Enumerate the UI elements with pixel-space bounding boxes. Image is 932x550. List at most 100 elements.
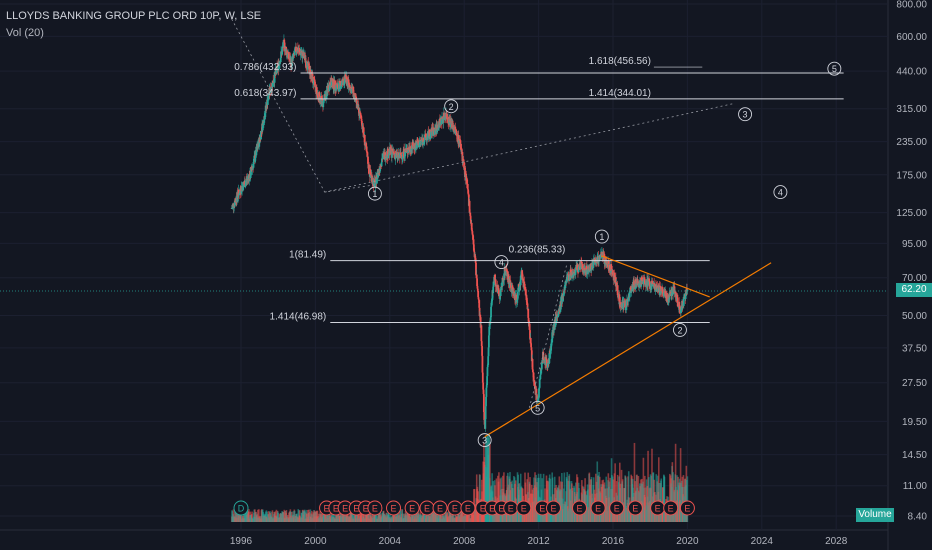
candle-body: [409, 146, 412, 152]
candle-body: [354, 95, 357, 97]
level-label: 1.618(456.56): [589, 56, 651, 67]
candle-body: [568, 280, 571, 281]
candle-body: [567, 274, 570, 276]
candle-body: [628, 292, 631, 298]
volume-bar: [251, 511, 253, 522]
candle-body: [588, 269, 590, 273]
candle-body: [362, 127, 365, 135]
candle-body: [616, 285, 619, 296]
volume-bar: [495, 478, 498, 522]
candle-body: [305, 61, 307, 67]
candle-body: [484, 406, 487, 420]
candle-body: [338, 82, 340, 92]
candle-body: [596, 262, 598, 263]
candle-body: [477, 290, 480, 298]
candle-body: [572, 274, 575, 276]
candle-body: [599, 255, 602, 259]
volume-indicator-label[interactable]: Vol (20): [6, 27, 44, 39]
candle-body: [486, 376, 488, 386]
candle-body: [470, 219, 472, 224]
candle-body: [232, 207, 235, 209]
candle-body: [497, 289, 500, 297]
candle-body: [487, 356, 490, 366]
candle-body: [266, 100, 269, 105]
candle-body: [490, 301, 493, 303]
volume-bar: [498, 472, 500, 522]
candle-body: [572, 273, 574, 278]
candle-body: [563, 291, 565, 295]
candle-body: [510, 289, 513, 292]
event-marker-circle: [590, 500, 606, 516]
candle-body: [437, 127, 440, 129]
candle-body: [334, 80, 336, 89]
wave-label-circle: [530, 400, 545, 415]
candle-body: [493, 281, 496, 283]
candle-body: [298, 48, 301, 50]
candle-body: [491, 299, 493, 302]
candle-body: [365, 143, 368, 147]
candle-body: [471, 229, 473, 232]
candle-body: [519, 275, 522, 286]
y-tick-label: 440.00: [896, 67, 927, 78]
candle-body: [494, 274, 496, 281]
candle-body: [545, 358, 548, 360]
event-marker-letter: E: [684, 504, 690, 514]
candle-body: [521, 277, 524, 279]
candle-body: [518, 287, 521, 291]
candle-body: [523, 281, 526, 287]
candle-body: [436, 129, 439, 131]
candle-body: [244, 185, 247, 188]
candle-body: [406, 152, 409, 154]
candle-body: [426, 135, 429, 141]
volume-bar: [468, 510, 471, 522]
candle-body: [304, 55, 307, 63]
wave-label: 5: [832, 64, 837, 74]
y-tick-label: 50.00: [902, 311, 927, 322]
candle-body: [476, 278, 478, 287]
event-marker-letter: E: [595, 504, 601, 514]
candle-body: [678, 306, 681, 310]
candle-body: [313, 78, 316, 80]
candle-body: [231, 205, 234, 209]
x-tick-label: 2000: [304, 536, 327, 547]
candle-body: [240, 193, 242, 194]
symbol-title[interactable]: LLOYDS BANKING GROUP PLC ORD 10P, W, LSE: [6, 10, 262, 22]
candle-body: [455, 131, 458, 134]
candle-body: [553, 324, 556, 331]
candle-body: [643, 277, 646, 279]
event-marker-circle: [386, 500, 402, 516]
candle-body: [667, 298, 670, 303]
candle-body: [448, 116, 451, 120]
candle-body: [326, 86, 329, 89]
candle-body: [535, 388, 538, 399]
candle-body: [523, 286, 526, 288]
candle-body: [648, 280, 651, 282]
level-label: 0.618(343.97): [234, 88, 296, 99]
candle-body: [339, 81, 341, 84]
candle-body: [300, 53, 302, 55]
candle-body: [328, 89, 331, 91]
volume-bar: [240, 510, 243, 522]
event-marker-circle: [516, 500, 532, 516]
candle-body: [589, 264, 592, 266]
candle-body: [635, 283, 638, 286]
candle-body: [469, 216, 472, 220]
candle-body: [629, 287, 632, 291]
candle-body: [542, 351, 545, 361]
candle-body: [620, 307, 623, 309]
candle-body: [273, 72, 276, 83]
candle-body: [496, 284, 499, 290]
candle-body: [418, 145, 421, 148]
candle-body: [366, 151, 368, 153]
candle-body: [570, 275, 573, 279]
candle-body: [537, 397, 540, 399]
event-marker-letter: E: [424, 504, 430, 514]
candle-body: [522, 278, 525, 283]
candle-body: [638, 283, 641, 287]
candle-body: [361, 120, 363, 125]
candle-body: [310, 78, 313, 79]
wave-label-circle: [367, 186, 382, 201]
candle-body: [669, 292, 672, 295]
candle-body: [292, 56, 295, 59]
